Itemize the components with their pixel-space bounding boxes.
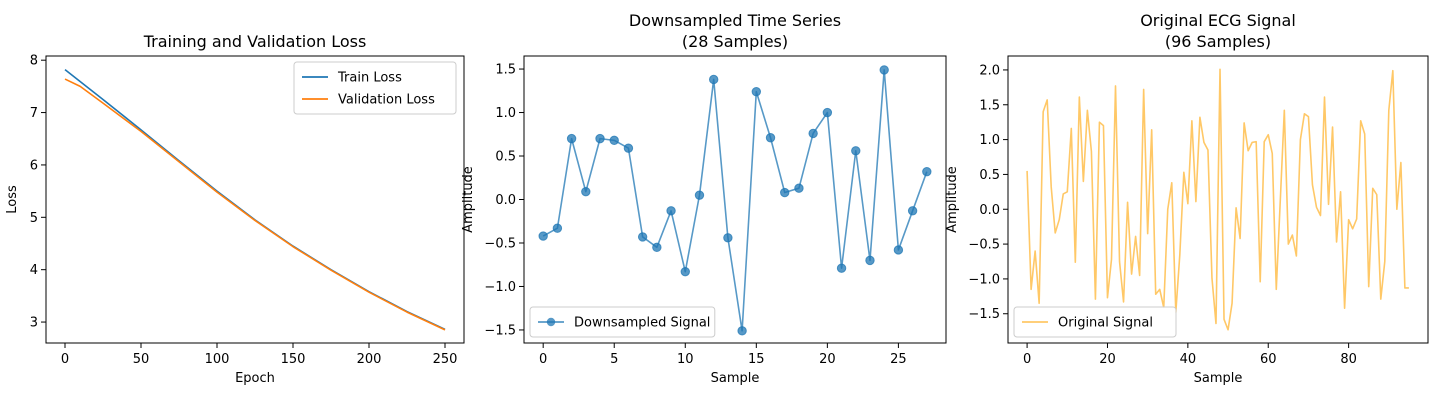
x-tick-label: 0: [61, 352, 69, 367]
y-axis-label: Amplitude: [945, 166, 960, 233]
data-point: [694, 190, 705, 200]
data-point: [566, 133, 577, 144]
x-tick-label: 80: [1340, 352, 1357, 367]
chart-3: Original ECG Signal (96 Samples) 0 20 40 60 80…: [945, 11, 1429, 386]
y-tick-label: 7: [30, 106, 38, 121]
x-tick-label: 50: [133, 352, 150, 367]
y-tick-label: 5: [30, 211, 38, 226]
data-point: [922, 166, 932, 177]
data-point: [708, 74, 719, 85]
axes-frame: [1007, 55, 1429, 344]
series-line: [64, 78, 446, 331]
data-point: [680, 266, 690, 277]
legend-label: Original Signal: [1058, 316, 1153, 331]
legend-frame: [529, 306, 716, 338]
x-tick-label: 40: [1180, 352, 1197, 367]
series-line: [542, 69, 928, 332]
data-point: [637, 232, 648, 242]
legend-marker: [546, 317, 556, 327]
y-tick-label: 6: [30, 158, 38, 173]
chart-title-line: (28 Samples): [682, 32, 788, 51]
y-tick-label: −1.5: [968, 307, 1000, 322]
y-tick-label: 1.0: [979, 133, 1000, 148]
x-axis-label: Sample: [711, 371, 760, 386]
y-tick-label: 0.0: [979, 203, 1000, 218]
y-axis-label: Loss: [5, 185, 20, 214]
chart-1: Training and Validation Loss 0 50 100 150 200…: [5, 32, 465, 386]
data-point: [851, 146, 861, 156]
x-tick-label: 20: [819, 352, 836, 367]
data-point: [581, 186, 591, 197]
x-tick-label: 15: [748, 352, 765, 367]
legend-label: Train Loss: [337, 71, 402, 86]
chart-title-line: (96 Samples): [1165, 32, 1271, 51]
x-tick-label: 150: [281, 352, 306, 367]
data-point: [836, 263, 847, 273]
data-point: [808, 128, 818, 139]
chart-title: Training and Validation Loss: [143, 32, 367, 51]
y-tick-label: 1.5: [979, 98, 1000, 113]
y-tick-label: 0.5: [495, 150, 516, 165]
x-tick-label: 200: [357, 352, 382, 367]
legend-frame: [293, 61, 457, 115]
data-point: [623, 143, 634, 153]
y-axis-label: Amplitude: [461, 166, 476, 233]
x-tick-label: 10: [677, 352, 694, 367]
chart-title-line: Original ECG Signal: [1140, 11, 1296, 30]
chart-title-line: Downsampled Time Series: [629, 11, 841, 30]
y-tick-label: −0.5: [968, 238, 1000, 253]
legend-frame: [1013, 306, 1177, 338]
legend: Original Signal: [1013, 306, 1177, 338]
data-point: [609, 135, 619, 146]
x-tick-label: 250: [433, 352, 458, 367]
legend-label: Validation Loss: [338, 93, 435, 108]
data-point: [794, 183, 804, 193]
y-tick-label: −1.5: [484, 323, 516, 338]
x-tick-label: 20: [1099, 352, 1116, 367]
x-tick-label: 100: [205, 352, 230, 367]
x-tick-label: 25: [890, 352, 907, 367]
y-tick-label: 1.5: [495, 63, 516, 78]
data-point: [723, 233, 733, 243]
data-point: [879, 65, 889, 75]
legend-label: Downsampled Signal: [574, 316, 710, 331]
data-point: [907, 206, 918, 216]
y-tick-label: 4: [30, 263, 38, 278]
legend: Train Loss Validation Loss: [293, 61, 457, 115]
data-point: [538, 231, 548, 241]
y-tick-label: −1.0: [968, 272, 1000, 287]
y-tick-label: 1.0: [495, 106, 516, 121]
data-point: [893, 245, 904, 255]
data-point: [765, 133, 776, 143]
y-tick-label: 0.0: [495, 193, 516, 208]
data-point: [865, 255, 875, 266]
chart-2: Downsampled Time Series (28 Samples) 0 5 10 1…: [461, 11, 947, 386]
y-tick-label: 0.5: [979, 168, 1000, 183]
y-tick-label: 2.0: [979, 63, 1000, 78]
data-point: [652, 242, 662, 253]
data-point: [822, 107, 833, 118]
series-line: [1026, 68, 1409, 331]
data-point: [595, 133, 605, 144]
data-point: [552, 223, 563, 233]
legend: Downsampled Signal: [529, 306, 716, 338]
x-axis-label: Sample: [1194, 371, 1243, 386]
axes-frame: [45, 55, 465, 344]
y-tick-label: −0.5: [484, 236, 516, 251]
data-point: [737, 326, 747, 336]
x-tick-label: 0: [1023, 352, 1031, 367]
x-axis-label: Epoch: [235, 371, 275, 386]
y-tick-label: −1.0: [484, 280, 516, 295]
data-point: [780, 187, 790, 198]
x-tick-label: 5: [610, 352, 618, 367]
y-tick-label: 3: [30, 316, 38, 331]
x-tick-label: 60: [1260, 352, 1277, 367]
data-point: [666, 206, 676, 216]
x-tick-label: 0: [539, 352, 547, 367]
data-point: [751, 86, 762, 97]
y-tick-label: 8: [30, 54, 38, 69]
